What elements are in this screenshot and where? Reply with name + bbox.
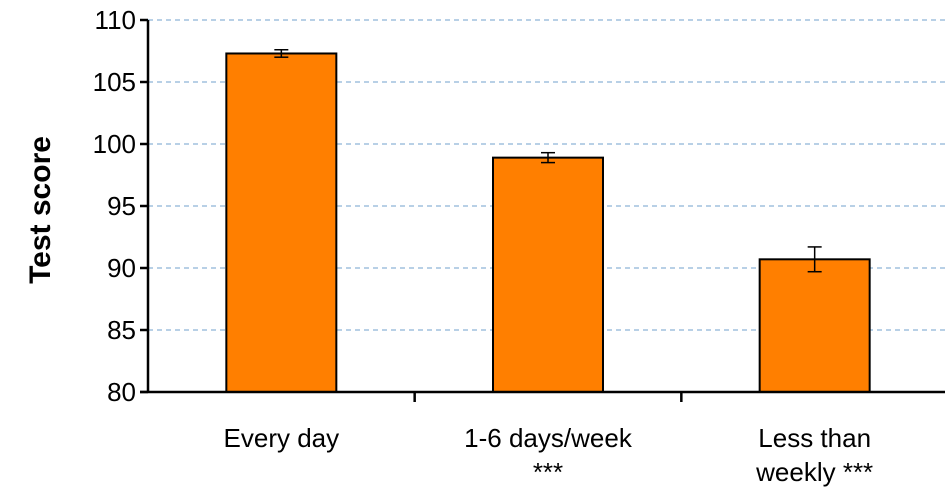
x-tick-label: ***: [533, 457, 563, 487]
y-axis-label: Test score: [24, 136, 57, 284]
y-tick-label: 85: [107, 315, 136, 345]
bar: [225, 52, 338, 393]
y-tick-label: 95: [107, 191, 136, 221]
y-tick-label: 100: [93, 129, 136, 159]
y-tick-label: 90: [107, 253, 136, 283]
y-tick-label: 110: [95, 5, 136, 35]
bar: [758, 258, 871, 393]
y-tick-label: 80: [107, 377, 136, 407]
y-tick-label: 105: [93, 67, 136, 97]
x-tick-label: Less than: [758, 423, 871, 453]
x-tick-label: weekly ***: [755, 457, 873, 487]
x-tick-label: 1-6 days/week: [464, 423, 633, 453]
bar: [492, 156, 604, 393]
axes: [140, 18, 945, 402]
tick-labels: 80 85 90 95 100 105 110 Every day 1-6 days/week *…: [93, 5, 874, 487]
x-tick-label: Every day: [224, 423, 340, 453]
bars: [225, 49, 871, 393]
